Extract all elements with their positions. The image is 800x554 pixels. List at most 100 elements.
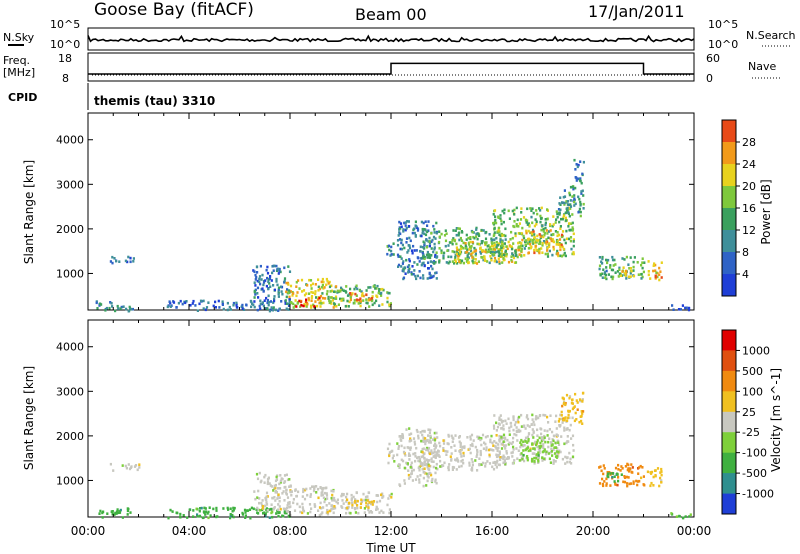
- power-cell: [625, 277, 628, 280]
- power-cell: [513, 220, 516, 223]
- power-cell: [458, 238, 461, 242]
- velocity-cell: [313, 487, 316, 490]
- velocity-cell: [125, 466, 128, 470]
- velocity-cell: [118, 511, 122, 514]
- power-cell: [459, 252, 462, 256]
- power-cell: [671, 304, 674, 307]
- power-colorbar-tick-label: 24: [742, 158, 756, 171]
- power-cell: [268, 277, 272, 281]
- velocity-cell: [460, 448, 463, 451]
- velocity-cell: [460, 460, 463, 463]
- power-cell: [542, 235, 545, 239]
- velocity-cell: [563, 418, 566, 422]
- velocity-cell: [532, 420, 535, 424]
- velocity-cell: [324, 497, 327, 501]
- velocity-cell: [476, 450, 479, 454]
- velocity-cell: [200, 506, 203, 510]
- velocity-cell: [455, 468, 458, 471]
- power-cell: [601, 255, 604, 259]
- power-cell: [353, 301, 356, 305]
- velocity-cell: [378, 499, 382, 503]
- velocity-cell: [532, 430, 535, 433]
- power-cell: [412, 272, 415, 276]
- velocity-cell: [198, 509, 201, 513]
- velocity-cell: [253, 490, 256, 493]
- power-colorbar-segment: [722, 208, 736, 231]
- velocity-cell: [287, 501, 290, 505]
- power-cell: [354, 292, 357, 296]
- power-cell: [621, 257, 624, 260]
- power-cell: [559, 245, 562, 249]
- power-cell: [567, 225, 570, 228]
- velocity-cell: [366, 495, 369, 498]
- power-cell: [386, 300, 389, 304]
- velocity-cell: [478, 463, 481, 467]
- velocity-cell: [523, 424, 526, 428]
- velocity-cell: [510, 425, 513, 428]
- velocity-cell: [614, 466, 618, 470]
- power-cell: [321, 296, 325, 300]
- power-cell: [497, 257, 500, 261]
- velocity-cell: [562, 397, 565, 400]
- velocity-cell: [567, 440, 570, 443]
- velocity-cell: [635, 479, 638, 483]
- x-axis-label: Time UT: [365, 541, 416, 554]
- power-cell: [559, 196, 562, 199]
- power-cell: [549, 224, 552, 228]
- velocity-cell: [208, 506, 211, 509]
- power-cell: [504, 249, 507, 253]
- velocity-cell: [530, 423, 533, 426]
- velocity-cell: [414, 459, 417, 463]
- power-cell: [544, 223, 547, 227]
- power-cell: [270, 306, 273, 309]
- power-cell: [275, 269, 279, 272]
- velocity-cell: [346, 498, 349, 502]
- velocity-cell: [547, 421, 550, 424]
- velocity-cell: [121, 516, 124, 519]
- velocity-cell: [412, 437, 416, 440]
- velocity-cell: [350, 498, 353, 501]
- power-cell: [451, 250, 454, 253]
- velocity-cell: [410, 439, 413, 442]
- power-cell: [400, 225, 403, 229]
- power-cell: [322, 301, 325, 305]
- velocity-cell: [471, 442, 474, 446]
- power-cell: [406, 220, 409, 223]
- velocity-cell: [531, 460, 534, 463]
- velocity-cell: [264, 515, 267, 518]
- velocity-cell: [620, 465, 623, 468]
- power-cell: [287, 291, 290, 294]
- velocity-cell: [288, 485, 291, 488]
- velocity-cell: [403, 482, 406, 485]
- power-cell: [423, 228, 426, 231]
- power-cell: [289, 284, 293, 288]
- power-cell: [468, 245, 471, 249]
- power-cell: [453, 262, 456, 265]
- velocity-cell: [421, 447, 424, 451]
- velocity-cell: [659, 471, 662, 474]
- velocity-cell: [547, 440, 550, 444]
- velocity-cell: [503, 459, 506, 462]
- power-cell: [469, 240, 472, 244]
- velocity-cell: [562, 402, 565, 406]
- velocity-cell: [435, 462, 438, 466]
- velocity-cell: [202, 510, 205, 513]
- power-cell: [426, 277, 429, 280]
- velocity-cell: [617, 479, 620, 483]
- velocity-cell: [368, 511, 371, 514]
- velocity-cell: [536, 439, 539, 442]
- velocity-cell: [309, 493, 312, 496]
- power-cell: [549, 237, 552, 240]
- power-cell: [196, 309, 199, 312]
- velocity-cell: [525, 415, 528, 419]
- velocity-cell: [423, 463, 427, 467]
- power-cell: [685, 306, 688, 310]
- velocity-cell: [345, 500, 348, 503]
- velocity-cell: [261, 508, 264, 512]
- power-cell: [425, 253, 429, 257]
- power-cell: [660, 261, 663, 264]
- power-cell: [399, 222, 403, 225]
- velocity-cell: [289, 489, 292, 492]
- velocity-cell: [627, 467, 630, 470]
- power-cell: [402, 260, 405, 263]
